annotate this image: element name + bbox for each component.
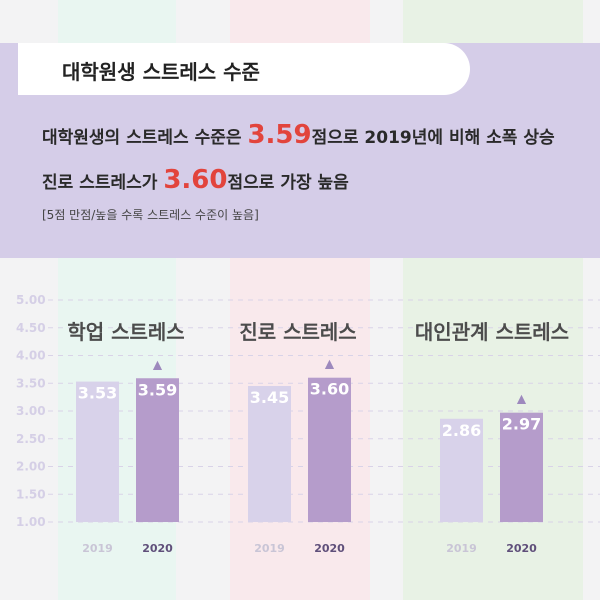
y-tick-label-5: 3.50 <box>16 376 46 390</box>
category-title-1: 진로 스트레스 <box>239 320 356 344</box>
bar-value-label-2019-2: 2.86 <box>442 421 481 440</box>
summary-line-2-number: 3.60 <box>163 165 228 195</box>
summary-line-2-post: 점으로 가장 높음 <box>227 173 349 193</box>
bar-2019-0 <box>76 381 119 522</box>
bar-2020-0 <box>136 378 179 522</box>
y-tick-label-8: 5.00 <box>16 293 46 307</box>
bar-value-label-2020-0: 3.59 <box>138 380 177 399</box>
bar-2019-1 <box>248 386 291 522</box>
increase-arrow-1: ▲ <box>325 357 335 371</box>
summary-line-1-post: 점으로 2019년에 비해 소폭 상승 <box>311 128 555 148</box>
bar-2019-2 <box>440 418 483 522</box>
summary-line-2-pre: 진로 스트레스가 <box>42 173 164 193</box>
increase-arrow-0: ▲ <box>153 357 163 371</box>
y-tick-label-7: 4.50 <box>16 321 46 335</box>
increase-arrow-2: ▲ <box>517 392 527 406</box>
y-tick-label-4: 3.00 <box>16 404 46 418</box>
y-tick-label-0: 1.00 <box>16 515 46 529</box>
summary-line-1: 대학원생의 스트레스 수준은 3.59점으로 2019년에 비해 소폭 상승 <box>42 120 555 150</box>
summary-line-1-number: 3.59 <box>247 120 312 150</box>
summary-line-1-pre: 대학원생의 스트레스 수준은 <box>42 128 248 148</box>
bar-value-label-2020-2: 2.97 <box>502 415 541 434</box>
bar-value-label-2019-0: 3.53 <box>78 384 117 403</box>
scale-note: [5점 만점/높을 수록 스트레스 수준이 높음] <box>42 208 259 222</box>
bar-value-label-2020-1: 3.60 <box>310 380 349 399</box>
page-title: 대학원생 스트레스 수준 <box>62 60 260 84</box>
year-label-2020-0: 2020 <box>142 542 173 555</box>
category-title-0: 학업 스트레스 <box>67 320 184 344</box>
year-label-2019-0: 2019 <box>82 542 113 555</box>
year-label-2020-1: 2020 <box>314 542 345 555</box>
title-tab <box>18 43 470 95</box>
year-label-2019-2: 2019 <box>446 542 477 555</box>
year-label-2020-2: 2020 <box>506 542 537 555</box>
y-tick-label-2: 2.00 <box>16 460 46 474</box>
bar-value-label-2019-1: 3.45 <box>250 388 289 407</box>
y-tick-label-1: 1.50 <box>16 487 46 501</box>
category-title-2: 대인관계 스트레스 <box>415 320 569 344</box>
y-tick-label-3: 2.50 <box>16 432 46 446</box>
bar-2020-1 <box>308 377 351 522</box>
bar-2020-2 <box>500 412 543 522</box>
summary-line-2: 진로 스트레스가 3.60점으로 가장 높음 <box>42 165 349 195</box>
y-tick-label-6: 4.00 <box>16 349 46 363</box>
year-label-2019-1: 2019 <box>254 542 285 555</box>
